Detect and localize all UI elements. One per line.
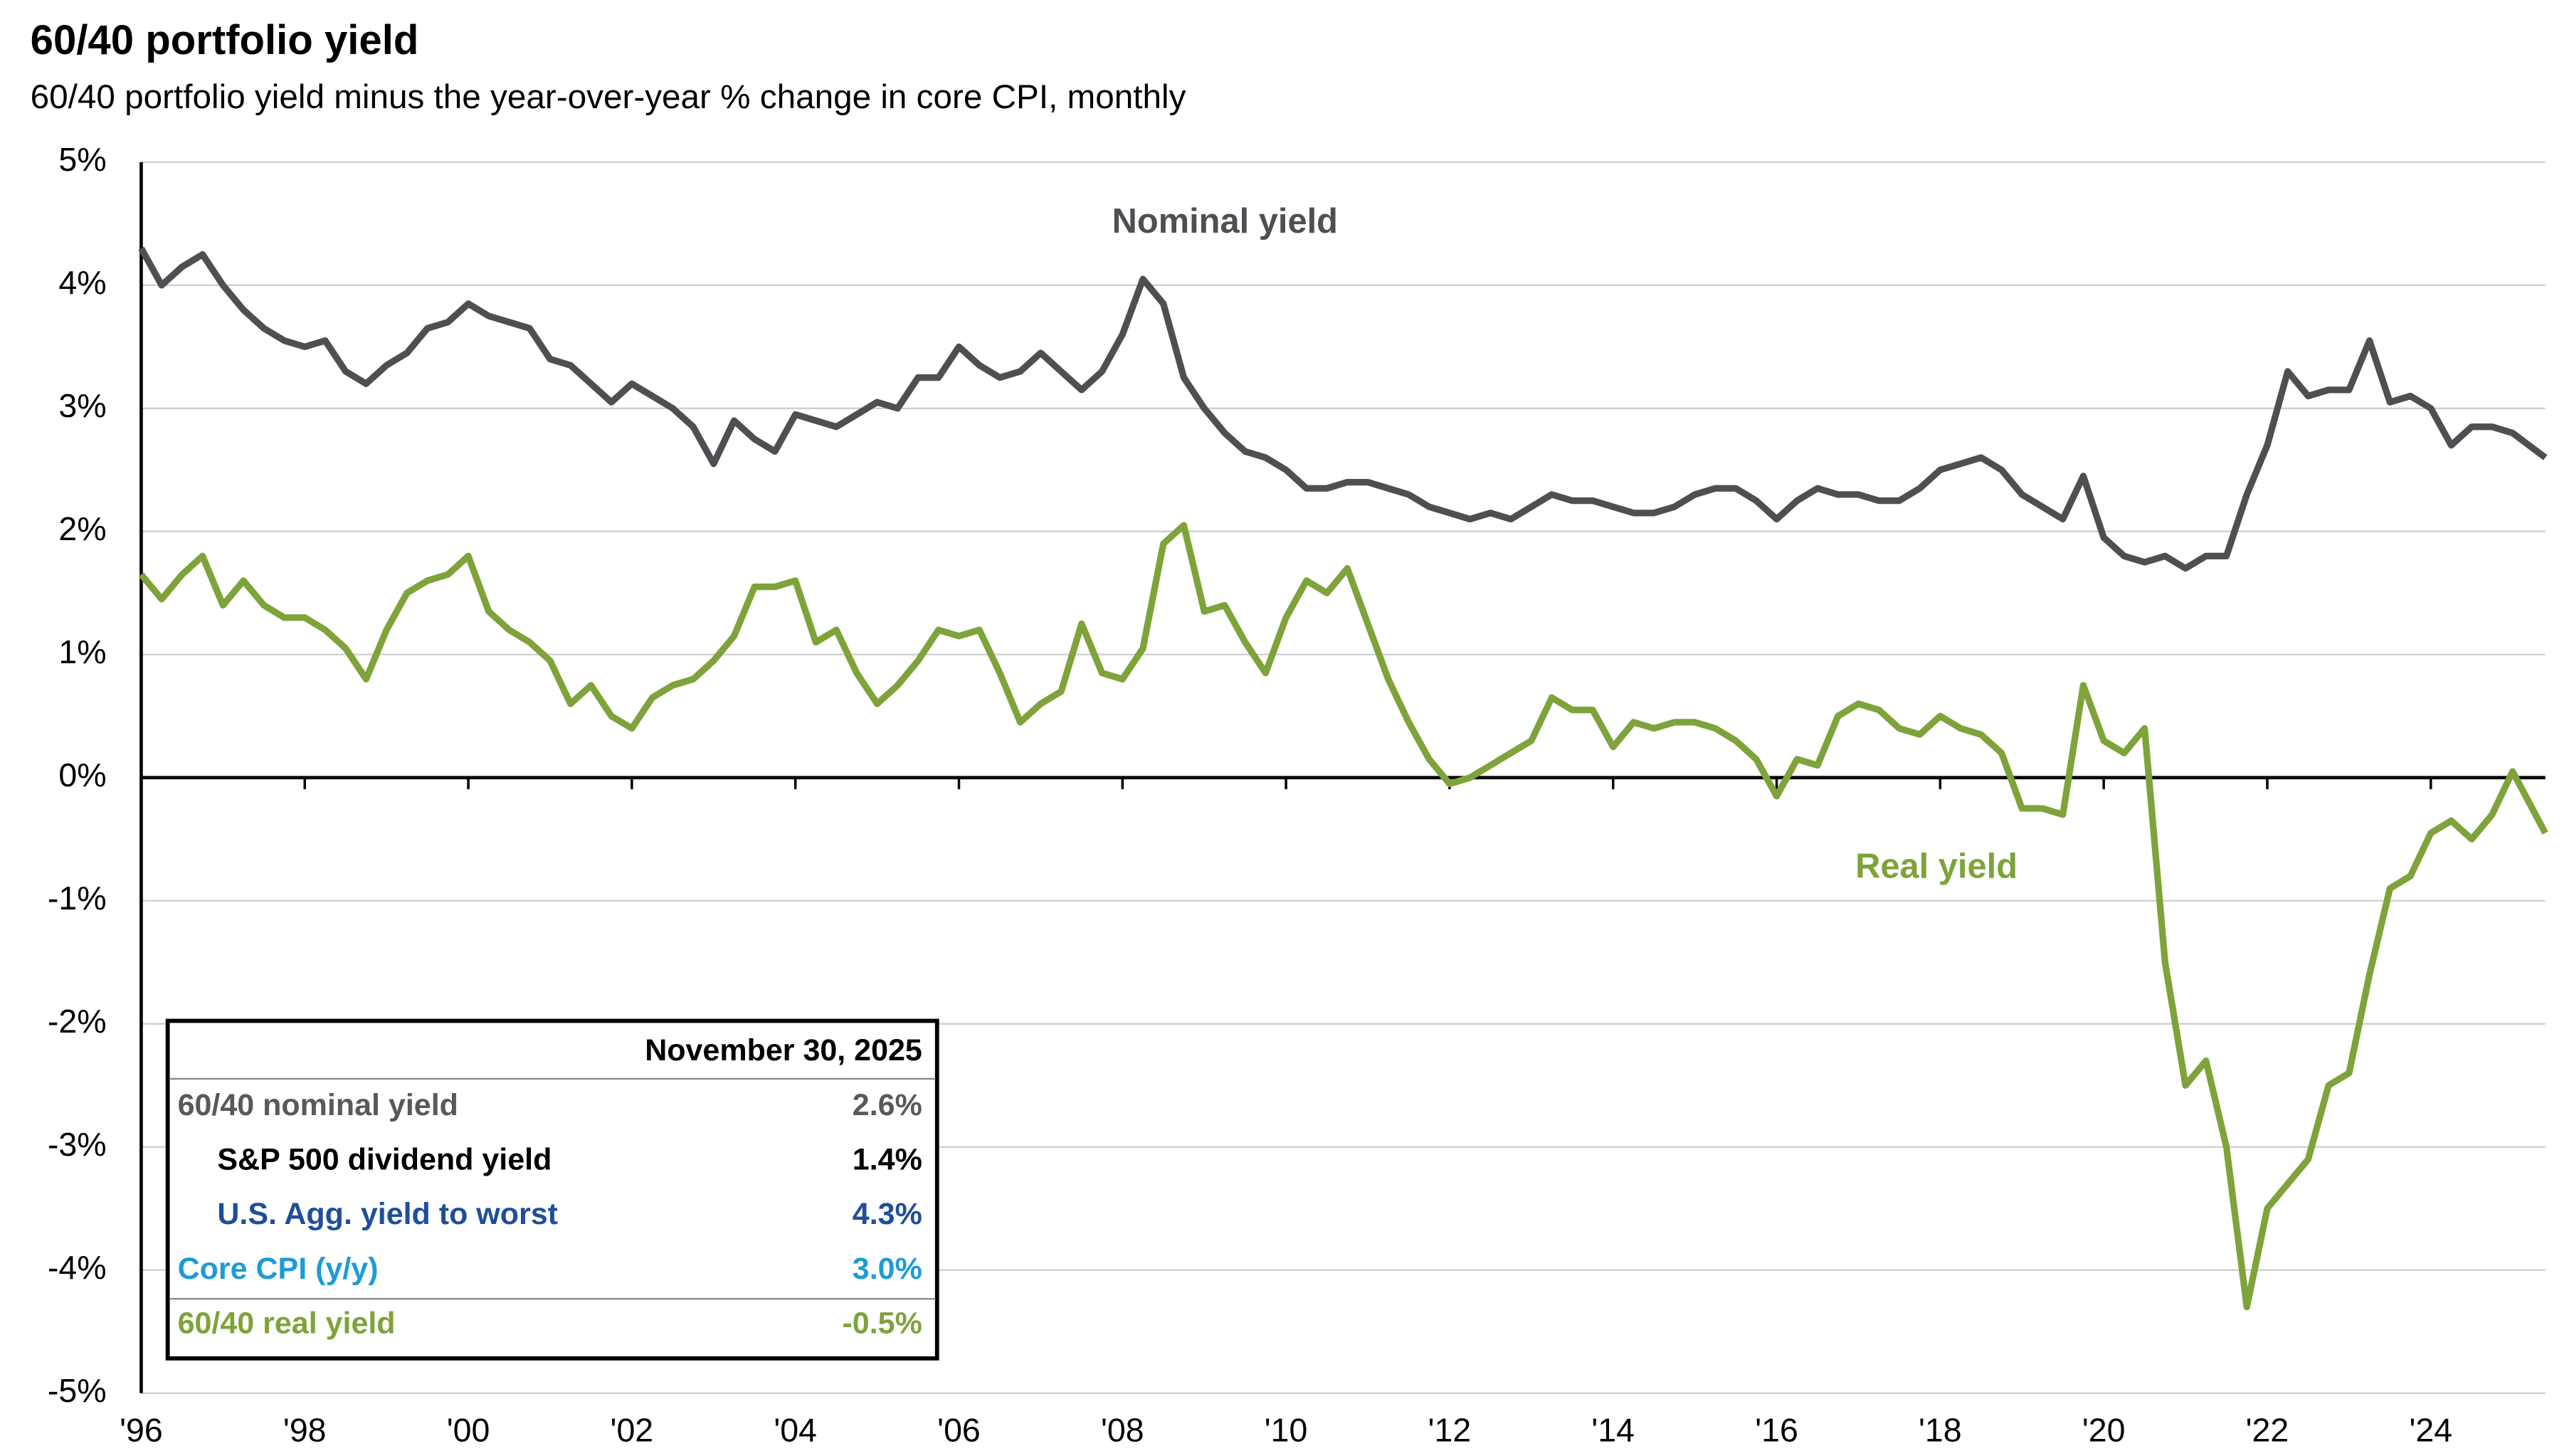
table-label: S&P 500 dividend yield <box>217 1143 552 1177</box>
table-label: Core CPI (y/y) <box>178 1252 379 1286</box>
x-tick-label: '00 <box>447 1412 490 1449</box>
y-tick-label: -2% <box>48 1003 107 1040</box>
table-value: 4.3% <box>853 1197 922 1231</box>
y-tick-label: -5% <box>48 1372 107 1409</box>
x-tick-label: '98 <box>283 1412 327 1449</box>
x-tick-label: '04 <box>774 1412 817 1449</box>
annotation: Nominal yield <box>1112 202 1338 241</box>
summary-table: November 30, 2025 60/40 nominal yield 2.6… <box>165 1018 939 1361</box>
x-tick-label: '14 <box>1591 1412 1635 1449</box>
table-value: 3.0% <box>853 1252 922 1286</box>
x-tick-label: '24 <box>2409 1412 2452 1449</box>
x-tick-label: '08 <box>1101 1412 1144 1449</box>
x-tick-label: '16 <box>1755 1412 1798 1449</box>
chart-subtitle: 60/40 portfolio yield minus the year-ove… <box>31 78 1186 116</box>
table-box <box>165 1018 939 1361</box>
y-tick-label: -1% <box>48 880 107 917</box>
table-value: 1.4% <box>853 1143 922 1177</box>
x-tick-label: '12 <box>1428 1412 1472 1449</box>
x-tick-label: '10 <box>1265 1412 1308 1449</box>
y-tick-label: 1% <box>58 633 106 670</box>
lines <box>138 246 2548 1311</box>
table-value: -0.5% <box>842 1307 922 1341</box>
x-tick-label: '20 <box>2082 1412 2126 1449</box>
x-tick-label: '22 <box>2246 1412 2289 1449</box>
chart-title: 60/40 portfolio yield <box>31 17 419 63</box>
y-tick-label: -4% <box>48 1249 107 1286</box>
x-tick-label: '02 <box>611 1412 654 1449</box>
x-tick-label: '18 <box>1919 1412 1962 1449</box>
annotation: Real yield <box>1855 848 2017 886</box>
table-label: 60/40 nominal yield <box>178 1088 458 1122</box>
table-header: November 30, 2025 <box>645 1033 922 1067</box>
series-line <box>138 246 2548 572</box>
y-tick-label: 3% <box>58 387 106 424</box>
y-tick-label: 5% <box>58 141 106 178</box>
y-tick-label: 2% <box>58 510 106 547</box>
table-value: 2.6% <box>853 1088 922 1122</box>
x-tick-label: '96 <box>120 1412 163 1449</box>
y-tick-label: -3% <box>48 1126 107 1163</box>
y-tick-label: 0% <box>58 756 106 793</box>
table-label: 60/40 real yield <box>178 1307 396 1341</box>
table-label: U.S. Agg. yield to worst <box>217 1197 558 1231</box>
y-tick-label: 4% <box>58 264 106 301</box>
series-line <box>138 522 2548 1311</box>
x-tick-label: '06 <box>937 1412 981 1449</box>
